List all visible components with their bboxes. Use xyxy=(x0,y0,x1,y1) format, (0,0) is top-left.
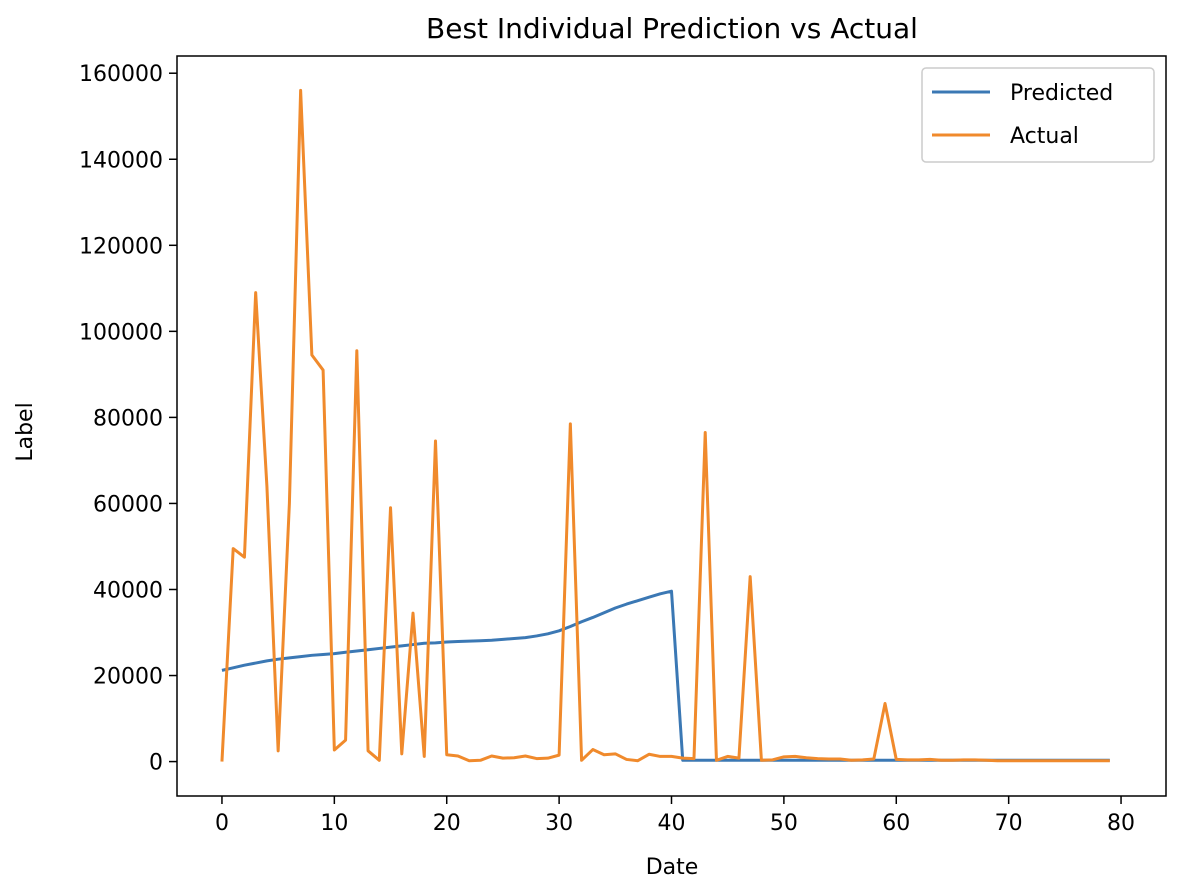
series-line-predicted xyxy=(221,589,1110,762)
y-axis-title: Label xyxy=(13,402,38,461)
y-tick-label: 0 xyxy=(149,751,163,776)
series-line-actual xyxy=(220,88,1110,763)
x-tick-label: 40 xyxy=(658,811,686,836)
legend-label-actual: Actual xyxy=(1010,124,1079,149)
x-tick-label: 10 xyxy=(320,811,348,836)
x-tick-label: 30 xyxy=(545,811,573,836)
y-tick-label: 20000 xyxy=(93,665,163,690)
y-tick-label: 140000 xyxy=(79,148,163,173)
y-tick-label: 100000 xyxy=(79,320,163,345)
x-tick-label: 20 xyxy=(433,811,461,836)
x-tick-label: 60 xyxy=(882,811,910,836)
y-tick-label: 160000 xyxy=(79,62,163,87)
y-tick-label: 40000 xyxy=(93,578,163,603)
x-tick-label: 80 xyxy=(1107,811,1135,836)
y-tick-label: 80000 xyxy=(93,406,163,431)
x-tick-label: 70 xyxy=(995,811,1023,836)
x-axis-title: Date xyxy=(646,855,699,880)
y-tick-label: 60000 xyxy=(93,492,163,517)
chart-title: Best Individual Prediction vs Actual xyxy=(426,12,918,45)
x-tick-label: 50 xyxy=(770,811,798,836)
legend-label-predicted: Predicted xyxy=(1010,81,1113,106)
y-tick-label: 120000 xyxy=(79,234,163,259)
legend: Predicted Actual xyxy=(921,67,1155,163)
plot-area: 0 10 20 30 40 50 60 70 80 0 20000 40000 60000 80000 10… xyxy=(79,55,1167,836)
x-tick-label: 0 xyxy=(215,811,229,836)
